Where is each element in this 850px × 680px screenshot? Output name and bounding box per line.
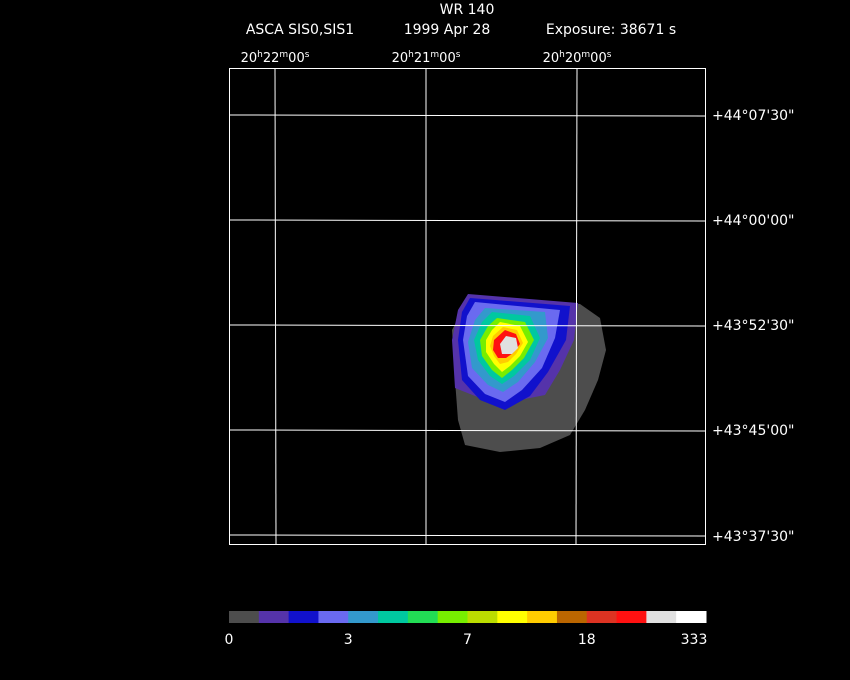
dec-grid-line <box>228 219 707 222</box>
dec-grid-line <box>228 324 707 327</box>
ra-value: 20 <box>241 51 258 66</box>
ra-unit: s <box>456 50 461 60</box>
colorbar-label: 0 <box>225 632 234 648</box>
colorbar-segment <box>527 611 558 623</box>
colorbar-segment <box>229 611 260 623</box>
ra-unit: h <box>559 50 565 60</box>
title: WR 140 <box>440 2 495 18</box>
ra-label: 20h20m00s <box>543 50 612 66</box>
colorbar-segment <box>348 611 379 623</box>
ra-label: 20h21m00s <box>392 50 461 66</box>
dec-label: +43°37'30" <box>712 529 794 545</box>
ra-value: 20 <box>565 51 582 66</box>
ra-value: 00 <box>439 51 456 66</box>
ra-value: 22 <box>263 51 280 66</box>
ra-unit: s <box>305 50 310 60</box>
dec-grid-line <box>228 534 707 537</box>
colorbar-segment <box>616 611 647 623</box>
colorbar-segment <box>288 611 319 623</box>
colorbar-segment <box>586 611 618 623</box>
ra-label: 20h22m00s <box>241 50 310 66</box>
colorbar-label: 3 <box>344 632 353 648</box>
colorbar-segment <box>497 611 528 623</box>
instrument: ASCA SIS0,SIS1 <box>246 22 354 38</box>
ra-value: 20 <box>392 51 409 66</box>
dec-grid-line <box>228 429 707 432</box>
ra-unit: m <box>279 50 288 60</box>
ra-value: 00 <box>590 51 607 66</box>
ra-unit: h <box>257 50 263 60</box>
ra-grid-line <box>274 67 277 545</box>
exposure: Exposure: 38671 s <box>546 22 676 38</box>
colorbar-label: 333 <box>681 632 708 648</box>
colorbar-segment <box>258 611 290 623</box>
colorbar-segment <box>467 611 498 623</box>
coordinate-grid <box>228 67 707 545</box>
ra-grid-line <box>575 67 578 545</box>
source-emission <box>452 294 606 452</box>
colorbar-segment <box>676 611 707 623</box>
ra-unit: m <box>430 50 439 60</box>
dec-label: +44°07'30" <box>712 108 794 124</box>
ra-unit: s <box>607 50 612 60</box>
colorbar-segment <box>437 611 468 623</box>
coordinate-labels: 20h22m00s 20h21m00s 20h20m00s+44°07'30"+44… <box>241 50 795 545</box>
colorbar-label: 18 <box>578 632 596 648</box>
ra-value: 20 <box>543 51 560 66</box>
dec-label: +44°00'00" <box>712 213 794 229</box>
ra-value: 21 <box>414 51 431 66</box>
ra-unit: h <box>408 50 414 60</box>
colorbar-segment <box>318 611 349 623</box>
ra-unit: m <box>581 50 590 60</box>
dec-label: +43°45'00" <box>712 423 794 439</box>
colorbar-label: 7 <box>463 632 472 648</box>
colorbar-segment <box>407 611 439 623</box>
dec-grid-line <box>228 114 707 117</box>
date: 1999 Apr 28 <box>404 22 491 38</box>
colorbar-segment <box>378 611 409 623</box>
dec-label: +43°52'30" <box>712 318 794 334</box>
colorbar: 0 3 7 18 333 <box>225 611 708 648</box>
colorbar-segment <box>556 611 588 623</box>
image-frame <box>229 68 706 545</box>
colorbar-segment <box>646 611 677 623</box>
ra-value: 00 <box>288 51 305 66</box>
